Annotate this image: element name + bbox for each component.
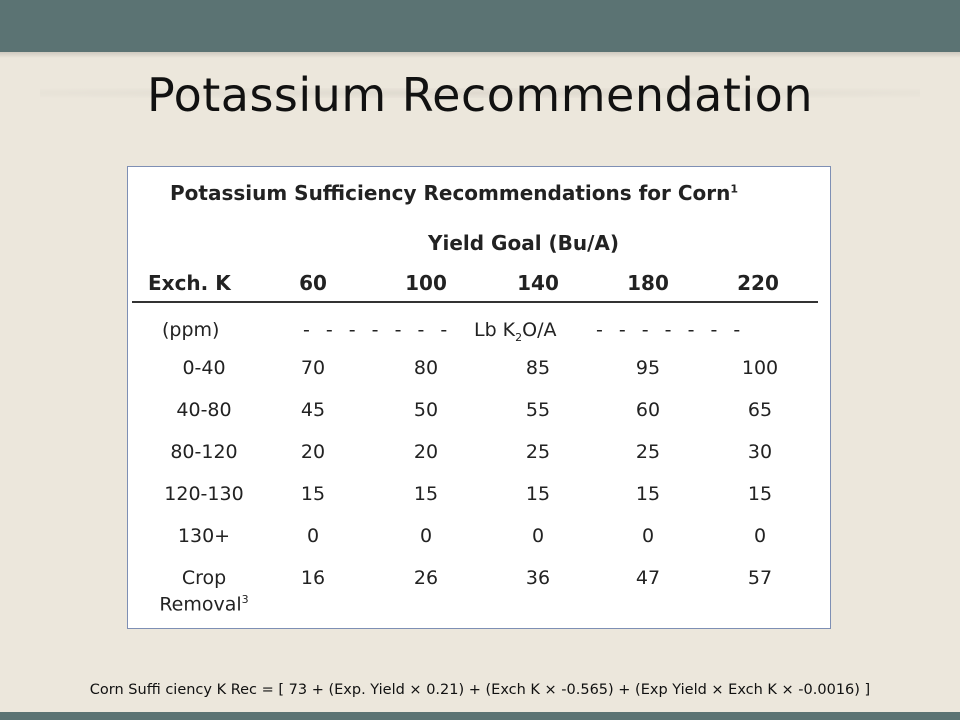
table-cell: 0 (306, 525, 320, 547)
table-cell: 30 (747, 441, 773, 463)
table-title: Potassium Sufficiency Recommendations fo… (170, 181, 738, 205)
top-banner (0, 0, 960, 52)
table-cell: 25 (635, 441, 661, 463)
table-cell: 25 (525, 441, 551, 463)
slide-title: Potassium Recommendation (147, 68, 813, 122)
column-header: 180 (627, 271, 669, 295)
unit-suffix: O/A (522, 319, 557, 341)
footer-formula: Corn Suffi ciency K Rec = [ 73 + (Exp. Y… (89, 682, 871, 698)
unit-label: Lb K2O/A (474, 319, 557, 344)
table-cell: 100 (741, 357, 779, 379)
row-label: 120-130 (164, 483, 244, 505)
table-cell: 15 (300, 483, 326, 505)
table-cell: 20 (300, 441, 326, 463)
recommendation-table: Potassium Sufficiency Recommendations fo… (127, 166, 831, 629)
table-cell: 60 (635, 399, 661, 421)
column-header: 100 (405, 271, 447, 295)
table-cell: 15 (635, 483, 661, 505)
table-cell: 0 (419, 525, 433, 547)
row-label: 80-120 (170, 441, 238, 463)
table-cell: 85 (525, 357, 551, 379)
table-cell: 57 (747, 567, 773, 589)
table-cell: 16 (300, 567, 326, 589)
table-cell: 15 (747, 483, 773, 505)
row-label: 0-40 (182, 357, 226, 379)
table-cell: 20 (413, 441, 439, 463)
table-cell: 65 (747, 399, 773, 421)
table-cell: 0 (641, 525, 655, 547)
table-cell: 70 (300, 357, 326, 379)
table-cell: 47 (635, 567, 661, 589)
table-cell: 0 (531, 525, 545, 547)
unit-subscript: 2 (515, 330, 523, 344)
crop-removal-label-line2: Removal3 (144, 589, 264, 615)
crop-removal-footnote: 3 (241, 593, 249, 606)
column-header: 220 (737, 271, 779, 295)
header-divider (132, 301, 818, 303)
column-header: 60 (299, 271, 327, 295)
table-title-text: Potassium Sufficiency Recommendations fo… (170, 181, 731, 205)
table-cell: 95 (635, 357, 661, 379)
dashes-left: - - - - - - - (303, 319, 453, 341)
table-cell: 45 (300, 399, 326, 421)
dashes-right: - - - - - - - (596, 319, 746, 341)
table-cell: 80 (413, 357, 439, 379)
row-header: Exch. K (148, 271, 231, 295)
table-cell: 26 (413, 567, 439, 589)
ppm-label: (ppm) (162, 319, 220, 341)
table-cell: 36 (525, 567, 551, 589)
top-banner-shadow (0, 52, 960, 58)
crop-removal-label: Crop Removal3 (144, 567, 264, 615)
yield-goal-label: Yield Goal (Bu/A) (428, 231, 620, 255)
title-shadow (40, 88, 920, 98)
bottom-banner (0, 712, 960, 720)
crop-removal-label-line1: Crop (181, 567, 227, 589)
crop-removal-label-line2-text: Removal (159, 593, 242, 616)
column-header: 140 (517, 271, 559, 295)
unit-prefix: Lb K (474, 319, 516, 341)
table-cell: 50 (413, 399, 439, 421)
table-cell: 15 (525, 483, 551, 505)
table-title-footnote: 1 (730, 182, 739, 196)
table-cell: 55 (525, 399, 551, 421)
table-cell: 0 (753, 525, 767, 547)
row-label: 130+ (177, 525, 231, 547)
table-cell: 15 (413, 483, 439, 505)
units-row: (ppm) - - - - - - - Lb K2O/A - - - - - -… (128, 319, 828, 345)
row-label: 40-80 (176, 399, 232, 421)
